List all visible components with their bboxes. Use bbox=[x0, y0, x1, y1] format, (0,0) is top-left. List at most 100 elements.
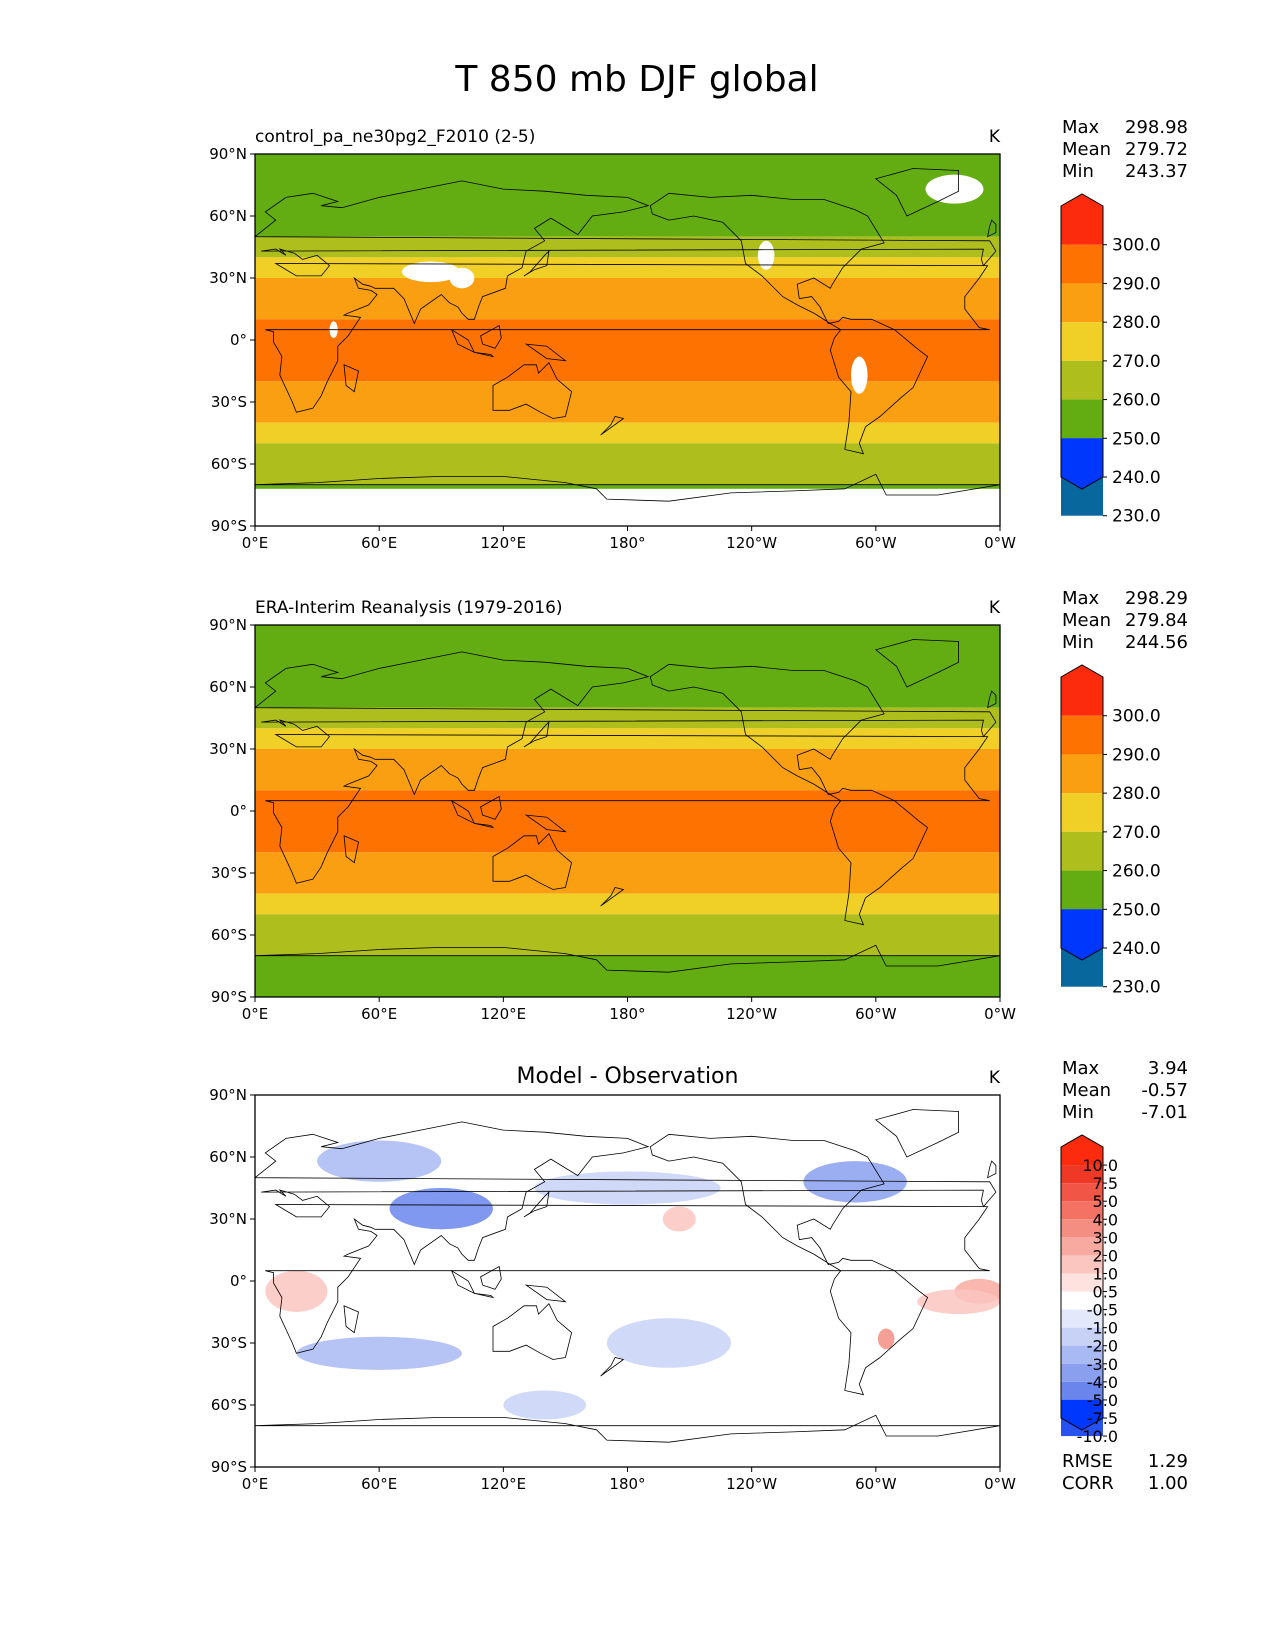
panel-3: 90°N 60°N 30°N 0° 30°S 60°S 90°S0°E 60°E 120°E 18… bbox=[209, 1058, 1188, 1494]
figure-title: T 850 mb DJF global bbox=[454, 59, 818, 100]
coastline bbox=[874, 1109, 959, 1158]
lat-tick-label: 90°N bbox=[209, 1086, 247, 1104]
coastline bbox=[474, 352, 495, 358]
stat-value-min: 244.56 bbox=[1125, 632, 1188, 653]
coastline bbox=[343, 364, 359, 393]
colorbar-swatch bbox=[1061, 870, 1103, 910]
coastline bbox=[343, 835, 359, 864]
colorbar-swatch bbox=[1061, 1201, 1103, 1220]
colorbar-tick-label: 230.0 bbox=[1112, 507, 1161, 527]
lon-tick-label: 180° bbox=[609, 534, 645, 552]
colorbar-tick-label: 240.0 bbox=[1112, 468, 1161, 488]
lon-tick-label: 0°W bbox=[984, 1005, 1016, 1023]
lon-tick-label: 60°E bbox=[361, 1005, 397, 1023]
lat-tick-label: 30°N bbox=[209, 269, 247, 287]
stat-value-mean: 279.84 bbox=[1125, 610, 1188, 631]
lat-tick-label: 0° bbox=[230, 802, 247, 820]
contour-band bbox=[255, 381, 1000, 423]
missing-data-region bbox=[851, 356, 868, 394]
contour-band bbox=[255, 422, 1000, 444]
coastline bbox=[480, 1265, 502, 1290]
colorbar-swatch bbox=[1061, 399, 1103, 439]
colorbar-swatch bbox=[1061, 1219, 1103, 1238]
contour-band bbox=[317, 1140, 442, 1182]
colorbar-tick-label: -5.0 bbox=[1087, 1391, 1118, 1410]
lon-tick-label: 60°W bbox=[855, 534, 897, 552]
contour-band bbox=[255, 319, 1000, 382]
colorbar-tick-label: -2.0 bbox=[1087, 1337, 1118, 1356]
coastline bbox=[600, 1357, 625, 1377]
colorbar-tick-label: 300.0 bbox=[1112, 707, 1161, 727]
coastline bbox=[492, 1303, 573, 1360]
colorbar-tick-label: -1.0 bbox=[1087, 1319, 1118, 1338]
stat-value-mean: 279.72 bbox=[1125, 139, 1188, 160]
contour-band bbox=[255, 852, 1000, 894]
coastline bbox=[524, 814, 567, 833]
colorbar-tick-label: 4.0 bbox=[1093, 1210, 1118, 1229]
coastline bbox=[474, 823, 495, 829]
colorbar-tick-label: 250.0 bbox=[1112, 900, 1161, 920]
stat-label-mean: Mean bbox=[1062, 1080, 1111, 1101]
colorbar-tick-label: 10.0 bbox=[1082, 1156, 1118, 1175]
colorbar-tick-label: 2.0 bbox=[1093, 1246, 1118, 1265]
colorbar-tick-label: 300.0 bbox=[1112, 236, 1161, 256]
lon-tick-label: 120°E bbox=[481, 534, 527, 552]
lon-tick-label: 0°E bbox=[242, 534, 269, 552]
stat-label-max: Max bbox=[1062, 117, 1100, 138]
coastline bbox=[492, 833, 573, 890]
stat-label-mean: Mean bbox=[1062, 139, 1111, 160]
stat-label-mean: Mean bbox=[1062, 610, 1111, 631]
coastline bbox=[649, 1133, 929, 1396]
lat-tick-label: 30°N bbox=[209, 740, 247, 758]
contour-band bbox=[255, 443, 1000, 485]
stat-value-min: 243.37 bbox=[1125, 161, 1188, 182]
contour-band bbox=[255, 914, 1000, 956]
coastline bbox=[524, 1284, 567, 1303]
contour-band bbox=[503, 1390, 587, 1420]
colorbar-tick-label: 230.0 bbox=[1112, 978, 1161, 998]
lat-tick-label: 60°S bbox=[211, 926, 247, 944]
contour-band bbox=[534, 1171, 721, 1205]
colorbar: 230.0 240.0 250.0 260.0 270.0 280.0 290.0 300.0 bbox=[1060, 664, 1161, 998]
coastline bbox=[649, 192, 929, 455]
colorbar-tick-label: -7.5 bbox=[1087, 1409, 1118, 1428]
missing-data-region bbox=[401, 261, 460, 283]
colorbar-tick-label: 270.0 bbox=[1112, 352, 1161, 372]
panel-1: 90°N 60°N 30°N 0° 30°S 60°S 90°S0°E 60°E 120°E 18… bbox=[209, 117, 1188, 552]
colorbar: -10.0-7.5-5.0-4.0-3.0-2.0-1.0-0.50.51.02… bbox=[1060, 1134, 1118, 1446]
colorbar-swatch bbox=[1061, 360, 1103, 400]
colorbar-swatch bbox=[1061, 244, 1103, 284]
lon-tick-label: 180° bbox=[609, 1475, 645, 1493]
colorbar-tick-label: 290.0 bbox=[1112, 745, 1161, 765]
lat-tick-label: 60°S bbox=[211, 1396, 247, 1414]
lat-tick-label: 90°S bbox=[211, 517, 247, 535]
lat-tick-label: 90°S bbox=[211, 988, 247, 1006]
contour-band bbox=[255, 236, 1000, 258]
colorbar-top-extension bbox=[1061, 194, 1103, 245]
colorbar-top-extension bbox=[1061, 665, 1103, 716]
missing-data-region bbox=[449, 267, 475, 289]
lat-tick-label: 90°N bbox=[209, 145, 247, 163]
lon-tick-label: 120°E bbox=[481, 1005, 527, 1023]
colorbar-swatch bbox=[1061, 1237, 1103, 1256]
colorbar-tick-label: 290.0 bbox=[1112, 274, 1161, 294]
colorbar-swatch bbox=[1061, 322, 1103, 361]
coastline bbox=[874, 168, 959, 217]
coastline bbox=[987, 690, 997, 709]
missing-data-region bbox=[757, 240, 775, 270]
contour-band bbox=[662, 1206, 696, 1232]
colorbar-tick-label: -0.5 bbox=[1087, 1301, 1118, 1320]
contour-band bbox=[803, 1161, 907, 1203]
contour-band bbox=[255, 728, 1000, 749]
coastline bbox=[524, 343, 567, 362]
coastline bbox=[523, 249, 550, 277]
colorbar-bottom-extension bbox=[1061, 438, 1103, 489]
coastline bbox=[255, 651, 997, 884]
colorbar-tick-label: 0.5 bbox=[1093, 1283, 1118, 1302]
stat-value-min: -7.01 bbox=[1141, 1102, 1188, 1123]
lat-tick-label: 90°S bbox=[211, 1458, 247, 1476]
contour-band bbox=[389, 1188, 493, 1230]
lon-tick-label: 0°W bbox=[984, 534, 1016, 552]
contour-band bbox=[255, 790, 1000, 853]
coastline bbox=[523, 720, 550, 748]
